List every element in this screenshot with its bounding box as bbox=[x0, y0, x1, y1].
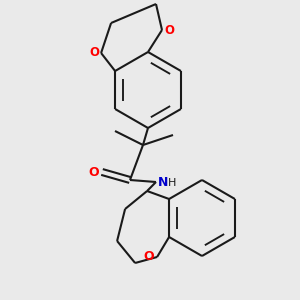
Text: N: N bbox=[158, 176, 168, 188]
Text: O: O bbox=[144, 250, 154, 263]
Text: O: O bbox=[164, 23, 174, 37]
Text: H: H bbox=[168, 178, 176, 188]
Text: O: O bbox=[89, 46, 99, 59]
Text: O: O bbox=[89, 166, 99, 178]
